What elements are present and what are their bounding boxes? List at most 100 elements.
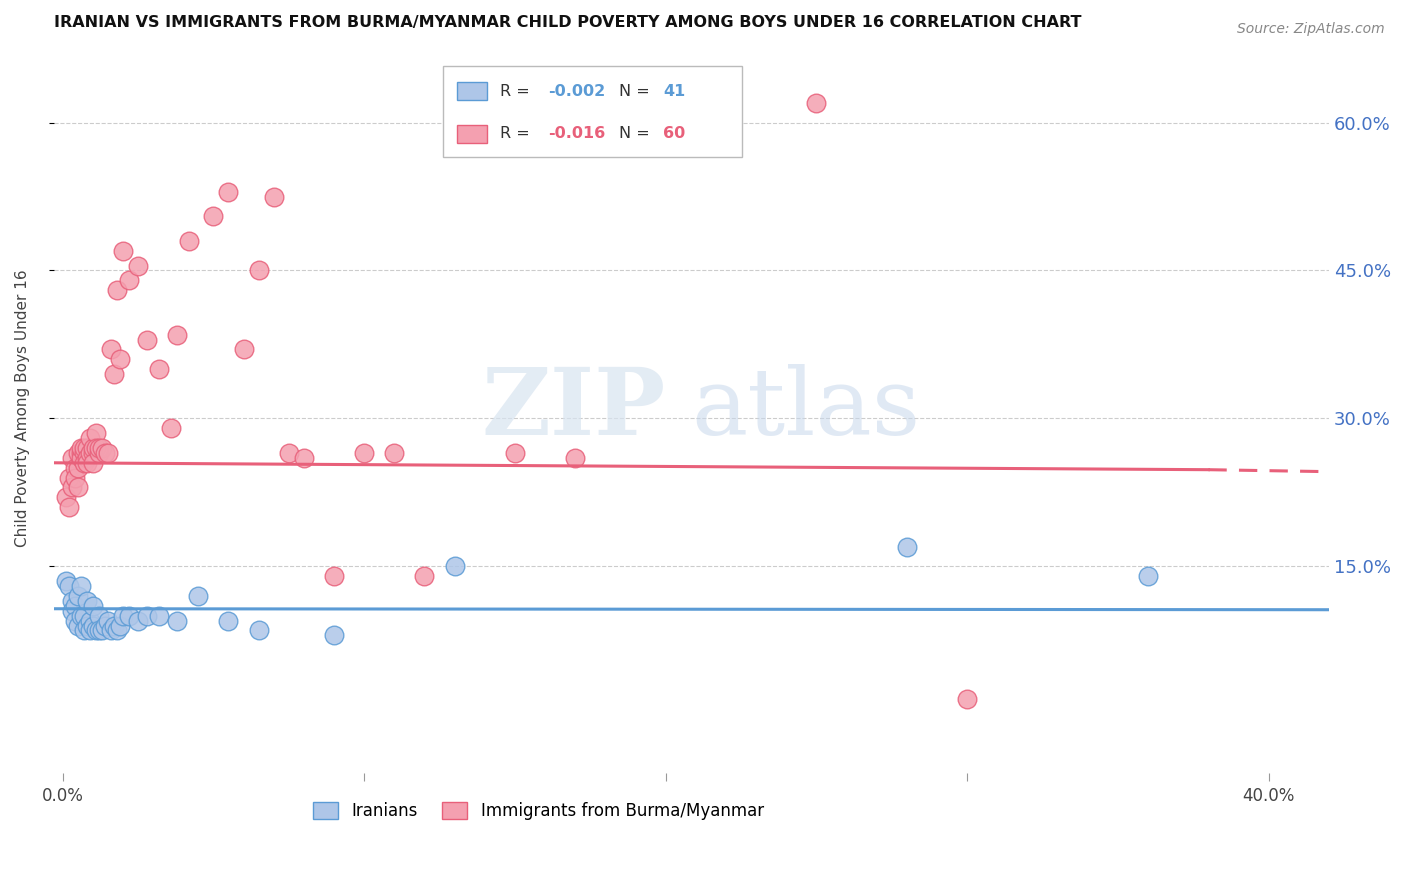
Text: -0.002: -0.002 bbox=[548, 84, 606, 99]
Point bbox=[108, 618, 131, 632]
Point bbox=[94, 446, 117, 460]
Point bbox=[76, 594, 98, 608]
Y-axis label: Child Poverty Among Boys Under 16: Child Poverty Among Boys Under 16 bbox=[15, 269, 30, 548]
Point bbox=[79, 624, 101, 638]
Point bbox=[118, 608, 141, 623]
Point bbox=[76, 618, 98, 632]
Point bbox=[90, 441, 112, 455]
Point bbox=[160, 421, 183, 435]
Point bbox=[247, 263, 270, 277]
Point bbox=[103, 618, 125, 632]
Point bbox=[66, 446, 89, 460]
Point bbox=[76, 450, 98, 465]
Point bbox=[382, 446, 405, 460]
Point bbox=[97, 614, 120, 628]
Point bbox=[69, 608, 91, 623]
Point bbox=[90, 624, 112, 638]
Point bbox=[654, 140, 676, 154]
Point bbox=[79, 446, 101, 460]
Point bbox=[63, 599, 86, 613]
Point bbox=[127, 614, 149, 628]
Text: Source: ZipAtlas.com: Source: ZipAtlas.com bbox=[1237, 22, 1385, 37]
Point bbox=[84, 624, 107, 638]
Point bbox=[73, 441, 96, 455]
Point bbox=[202, 209, 225, 223]
Point bbox=[103, 367, 125, 381]
Text: atlas: atlas bbox=[692, 364, 921, 453]
Point bbox=[896, 540, 918, 554]
Point bbox=[111, 244, 134, 258]
Point bbox=[166, 327, 188, 342]
Point bbox=[66, 460, 89, 475]
Point bbox=[66, 618, 89, 632]
Point bbox=[69, 441, 91, 455]
Point bbox=[413, 569, 436, 583]
Point bbox=[111, 608, 134, 623]
Point bbox=[97, 446, 120, 460]
Point bbox=[277, 446, 299, 460]
Point bbox=[84, 441, 107, 455]
Point bbox=[218, 185, 240, 199]
Point bbox=[63, 614, 86, 628]
Text: N =: N = bbox=[619, 127, 654, 142]
Point bbox=[79, 614, 101, 628]
Point bbox=[105, 624, 128, 638]
Point bbox=[66, 589, 89, 603]
Point bbox=[323, 628, 346, 642]
Point bbox=[564, 450, 586, 465]
Point bbox=[82, 599, 104, 613]
Point bbox=[79, 431, 101, 445]
Point bbox=[218, 614, 240, 628]
Point bbox=[60, 480, 83, 494]
Point bbox=[263, 189, 285, 203]
Point bbox=[100, 343, 122, 357]
Point bbox=[503, 446, 526, 460]
Point bbox=[187, 589, 209, 603]
Point bbox=[73, 456, 96, 470]
Point bbox=[714, 111, 737, 125]
Point bbox=[60, 450, 83, 465]
Point bbox=[127, 259, 149, 273]
Text: R =: R = bbox=[501, 127, 534, 142]
Point bbox=[60, 594, 83, 608]
Point bbox=[82, 456, 104, 470]
Point bbox=[73, 608, 96, 623]
Point bbox=[63, 460, 86, 475]
Point bbox=[94, 618, 117, 632]
Point bbox=[87, 624, 110, 638]
Point bbox=[82, 618, 104, 632]
Point bbox=[247, 624, 270, 638]
Point bbox=[58, 500, 80, 515]
Point bbox=[232, 343, 254, 357]
Point bbox=[166, 614, 188, 628]
Point bbox=[55, 491, 77, 505]
Point bbox=[63, 470, 86, 484]
Point bbox=[806, 95, 828, 110]
Text: ZIP: ZIP bbox=[481, 364, 666, 453]
Text: 60: 60 bbox=[664, 127, 686, 142]
Point bbox=[179, 234, 201, 248]
Point bbox=[292, 450, 315, 465]
Point bbox=[105, 283, 128, 297]
Point bbox=[82, 441, 104, 455]
Legend: Iranians, Immigrants from Burma/Myanmar: Iranians, Immigrants from Burma/Myanmar bbox=[307, 796, 770, 827]
Text: IRANIAN VS IMMIGRANTS FROM BURMA/MYANMAR CHILD POVERTY AMONG BOYS UNDER 16 CORRE: IRANIAN VS IMMIGRANTS FROM BURMA/MYANMAR… bbox=[53, 15, 1081, 30]
Text: N =: N = bbox=[619, 84, 654, 99]
Point bbox=[108, 352, 131, 367]
Point bbox=[73, 624, 96, 638]
Point bbox=[69, 579, 91, 593]
FancyBboxPatch shape bbox=[457, 82, 488, 100]
Point bbox=[69, 446, 91, 460]
Point bbox=[76, 441, 98, 455]
FancyBboxPatch shape bbox=[457, 125, 488, 143]
Point bbox=[69, 450, 91, 465]
Point bbox=[55, 574, 77, 588]
Point bbox=[443, 559, 465, 574]
Point bbox=[148, 608, 170, 623]
Point bbox=[76, 456, 98, 470]
Point bbox=[58, 579, 80, 593]
FancyBboxPatch shape bbox=[443, 65, 742, 157]
Point bbox=[323, 569, 346, 583]
Point bbox=[73, 446, 96, 460]
Point bbox=[1137, 569, 1160, 583]
